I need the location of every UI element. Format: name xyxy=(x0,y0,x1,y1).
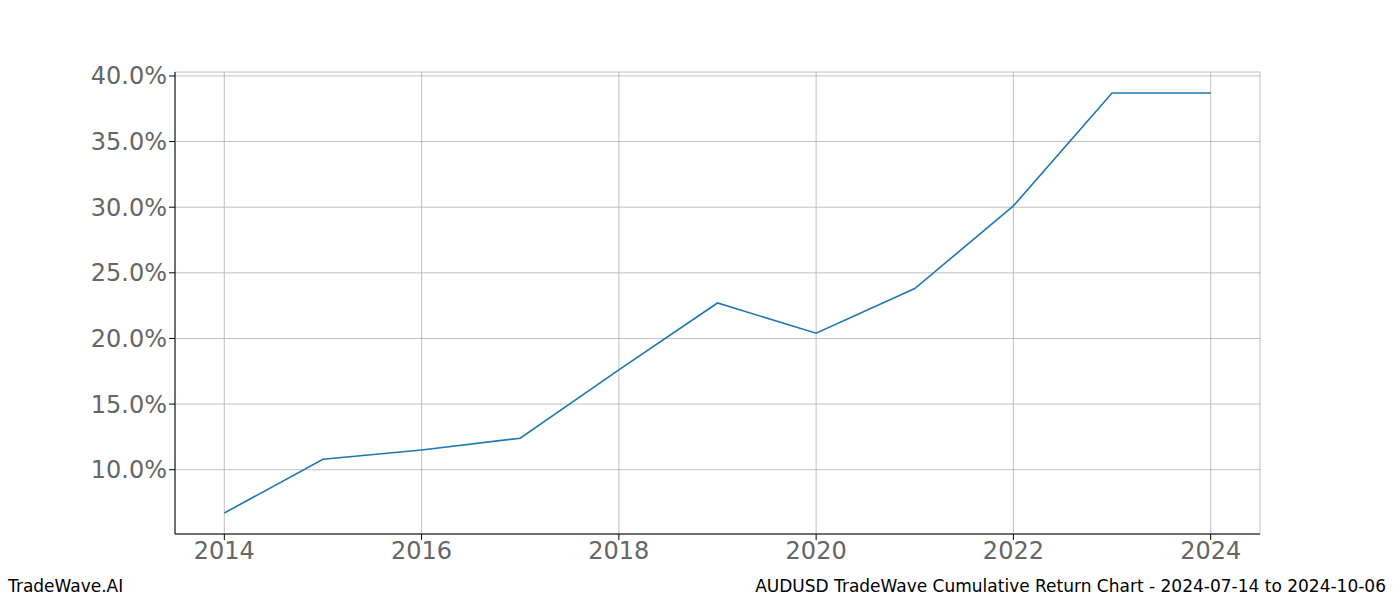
svg-text:10.0%: 10.0% xyxy=(91,456,167,484)
svg-text:40.0%: 40.0% xyxy=(91,62,167,90)
html-text:AUDUSD TradeWave Cumulative Re: AUDUSD TradeWave Cumulative Return Chart… xyxy=(755,576,1386,596)
svg-text:25.0%: 25.0% xyxy=(91,259,167,287)
svg-text:35.0%: 35.0% xyxy=(91,128,167,156)
svg-text:2022: 2022 xyxy=(983,537,1044,565)
svg-text:2024: 2024 xyxy=(1180,537,1241,565)
svg-text:30.0%: 30.0% xyxy=(91,194,167,222)
svg-text:20.0%: 20.0% xyxy=(91,325,167,353)
svg-text:15.0%: 15.0% xyxy=(91,391,167,419)
html-text:TradeWave.AI: TradeWave.AI xyxy=(8,576,124,596)
svg-text:2016: 2016 xyxy=(391,537,452,565)
svg-text:2014: 2014 xyxy=(194,537,255,565)
svg-text:2018: 2018 xyxy=(588,537,649,565)
svg-text:2020: 2020 xyxy=(786,537,847,565)
